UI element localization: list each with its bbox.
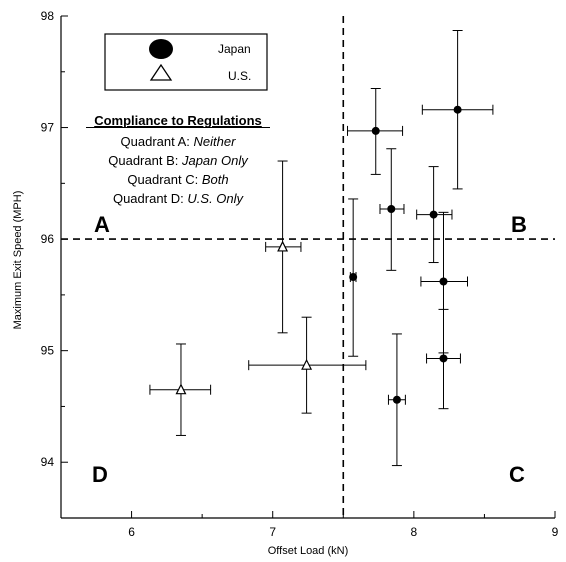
legend-us-label: U.S. [228, 69, 251, 83]
compliance-title: Compliance to Regulations [94, 113, 262, 128]
y-tick-label: 95 [41, 344, 55, 358]
compliance-line-a: Quadrant A: Neither [121, 134, 237, 149]
japan-marker [439, 277, 448, 286]
japan-data-point [426, 308, 461, 410]
compliance-block: Compliance to Regulations Quadrant A: Ne… [86, 113, 270, 206]
us-marker [277, 240, 289, 252]
ticks-layer: 6 7 8 9 94 95 96 97 98 [41, 9, 559, 539]
compliance-line-c: Quadrant C: Both [127, 172, 228, 187]
compliance-line-a-value: Neither [194, 134, 237, 149]
us-marker [175, 383, 187, 395]
japan-marker [439, 354, 448, 363]
japan-marker [453, 105, 462, 114]
legend-box [104, 33, 268, 91]
legend: Japan U.S. [104, 33, 268, 91]
x-axis-title: Offset Load (kN) [268, 545, 349, 557]
quadrant-letter-c: C [509, 462, 525, 487]
compliance-line-d-prefix: Quadrant D: [113, 191, 187, 206]
y-tick-label: 97 [41, 121, 55, 135]
quadrant-letter-b: B [511, 212, 527, 237]
japan-data-point [421, 30, 494, 190]
us-data-point [265, 160, 302, 334]
compliance-line-b-value: Japan Only [181, 153, 249, 168]
compliance-line-b-prefix: Quadrant B: [108, 153, 182, 168]
compliance-line-d: Quadrant D: U.S. Only [113, 191, 245, 206]
legend-japan-marker [149, 39, 173, 59]
compliance-line-c-prefix: Quadrant C: [127, 172, 201, 187]
x-tick-label: 8 [411, 525, 418, 539]
compliance-line-a-prefix: Quadrant A: [121, 134, 194, 149]
x-tick-label: 7 [269, 525, 276, 539]
japan-marker [429, 210, 438, 219]
japan-marker [392, 395, 401, 404]
japan-data-point [387, 333, 406, 467]
japan-marker [371, 126, 380, 135]
data-layer [149, 30, 494, 467]
japan-data-point [416, 166, 453, 264]
japan-data-point [420, 211, 468, 354]
us-marker [301, 358, 313, 370]
legend-us-marker [149, 63, 173, 81]
compliance-line-b: Quadrant B: Japan Only [108, 153, 249, 168]
y-tick-label: 96 [41, 232, 55, 246]
japan-data-point [347, 88, 404, 175]
japan-data-point [348, 198, 359, 357]
us-data-point [149, 343, 212, 436]
reference-lines-layer [61, 16, 555, 518]
japan-marker [387, 204, 396, 213]
compliance-line-d-value: U.S. Only [187, 191, 244, 206]
x-tick-label: 6 [128, 525, 135, 539]
quadrant-letter-d: D [92, 462, 108, 487]
japan-marker [349, 273, 358, 282]
y-tick-label: 98 [41, 9, 55, 23]
japan-data-point [379, 148, 405, 271]
x-tick-label: 9 [552, 525, 559, 539]
quadrant-letter-a: A [94, 212, 110, 237]
us-data-point [248, 316, 367, 414]
y-axis-title: Maximum Exit Speed (MPH) [12, 191, 24, 330]
y-tick-label: 94 [41, 455, 55, 469]
compliance-line-c-value: Both [202, 172, 229, 187]
legend-japan-label: Japan [218, 42, 251, 56]
